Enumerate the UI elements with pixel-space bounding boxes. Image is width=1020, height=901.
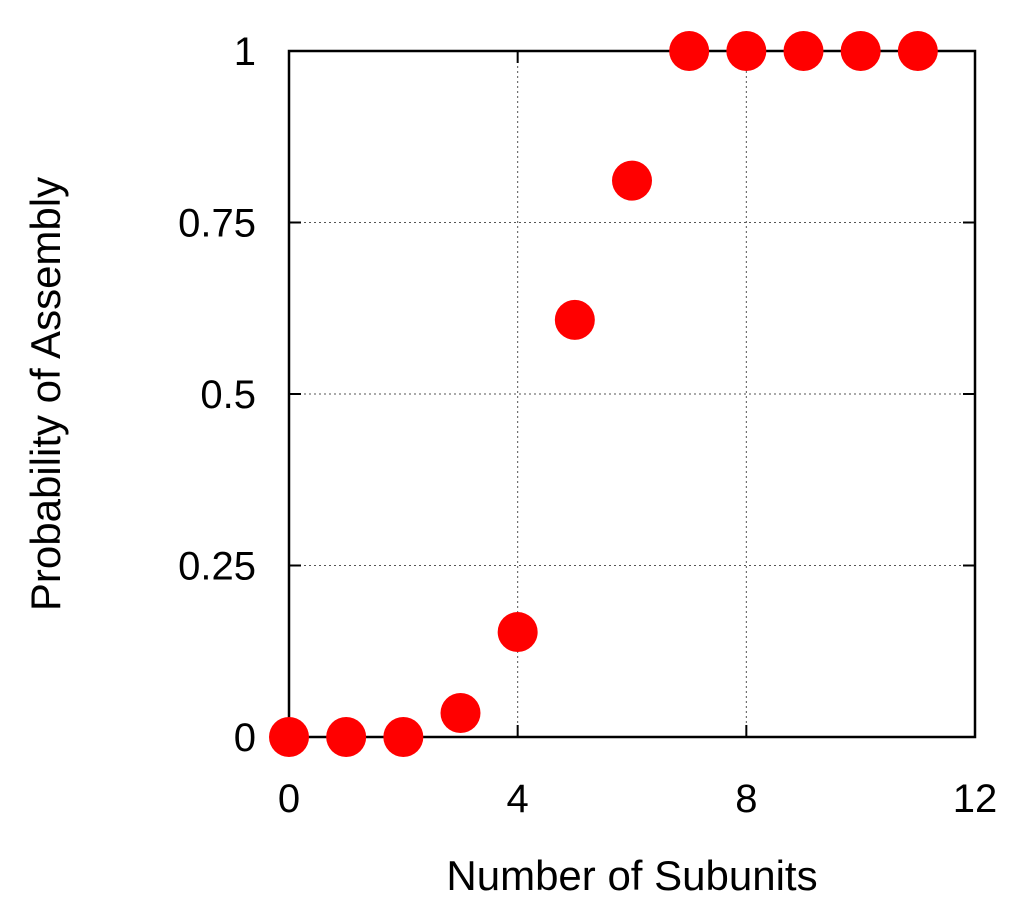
- data-point: [612, 160, 652, 201]
- data-point: [554, 299, 595, 340]
- y-tick-label: 0.75: [178, 202, 256, 246]
- data-point: [897, 31, 938, 71]
- x-tick-label: 4: [507, 777, 529, 821]
- y-tick-label: 0: [234, 716, 256, 760]
- y-axis-title: Probability of Assembly: [22, 177, 69, 611]
- data-point: [269, 717, 309, 757]
- x-tick-label: 8: [735, 777, 757, 821]
- y-tick-label: 1: [234, 30, 256, 74]
- y-tick-label: 0.25: [178, 545, 256, 589]
- x-tick-label: 0: [278, 777, 300, 821]
- data-points: [269, 31, 938, 757]
- y-tick-label: 0.5: [200, 373, 256, 417]
- x-axis-title: Number of Subunits: [446, 852, 817, 899]
- data-point: [783, 31, 824, 71]
- data-point: [840, 31, 881, 71]
- y-tick-labels: 0 0.25 0.5 0.75 1: [178, 30, 256, 760]
- data-point: [440, 692, 481, 733]
- data-point: [497, 612, 538, 653]
- data-point: [726, 31, 767, 71]
- x-tick-labels: 0 4 8 12: [278, 777, 997, 821]
- grid-lines: [289, 51, 975, 737]
- data-point: [383, 717, 424, 757]
- data-point: [669, 31, 710, 71]
- x-tick-label: 12: [953, 777, 998, 821]
- axis-ticks: [288, 50, 976, 738]
- data-point: [326, 717, 367, 757]
- plot-frame: [287, 49, 977, 739]
